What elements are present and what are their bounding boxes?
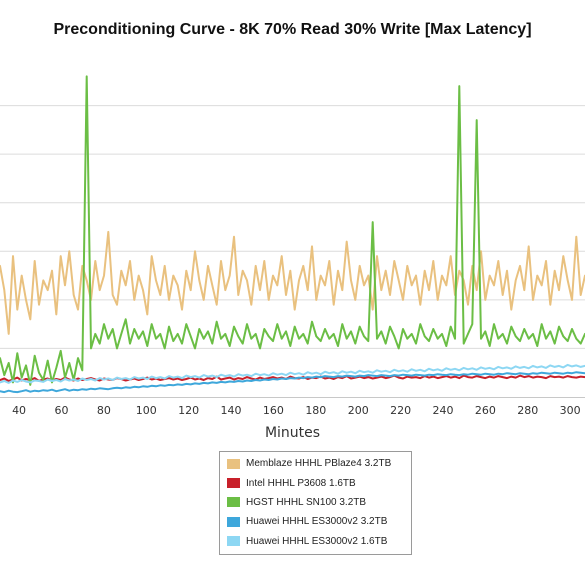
legend-item-2: HGST HHHL SN100 3.2TB	[220, 493, 411, 512]
series-line-2	[0, 75, 585, 386]
series-line-0	[0, 230, 585, 335]
legend-swatch	[227, 536, 240, 547]
x-tick-label: 140	[221, 404, 242, 417]
x-axis: 40 60 80 100 120 140 160 180 200 220 240 260 280 300	[0, 397, 585, 417]
chart-title: Preconditioning Curve - 8K 70% Read 30% …	[53, 21, 532, 38]
legend-label: HGST HHHL SN100 3.2TB	[246, 496, 367, 508]
legend-label: Memblaze HHHL PBlaze4 3.2TB	[246, 458, 392, 470]
legend-swatch	[227, 497, 240, 508]
x-tick-label: 160	[263, 404, 284, 417]
x-tick-label: 120	[178, 404, 199, 417]
x-tick-label: 300	[560, 404, 581, 417]
x-tick-label: 260	[475, 404, 496, 417]
x-tick-label: 100	[136, 404, 157, 417]
series-line-4	[0, 363, 585, 384]
legend-label: Huawei HHHL ES3000v2 1.6TB	[246, 535, 388, 547]
legend-swatch	[227, 478, 240, 489]
legend-swatch	[227, 516, 240, 527]
legend-item-0: Memblaze HHHL PBlaze4 3.2TB	[220, 454, 411, 473]
x-tick-label: 80	[97, 404, 111, 417]
series-line-3	[0, 371, 585, 394]
legend-item-3: Huawei HHHL ES3000v2 3.2TB	[220, 512, 411, 531]
legend-swatch	[227, 458, 240, 469]
x-tick-label: 240	[432, 404, 453, 417]
legend-item-1: Intel HHHL P3608 1.6TB	[220, 473, 411, 492]
x-axis-title: Minutes	[264, 425, 321, 441]
series-lines	[0, 75, 585, 394]
legend: Memblaze HHHL PBlaze4 3.2TB Intel HHHL P3…	[219, 451, 412, 555]
x-tick-label: 60	[54, 404, 68, 417]
x-tick-label: 200	[348, 404, 369, 417]
legend-label: Intel HHHL P3608 1.6TB	[246, 477, 356, 489]
x-tick-label: 220	[390, 404, 411, 417]
x-tick-label: 280	[517, 404, 538, 417]
x-tick-label: 40	[12, 404, 26, 417]
gridlines	[0, 105, 585, 349]
x-tick-label: 180	[305, 404, 326, 417]
legend-label: Huawei HHHL ES3000v2 3.2TB	[246, 516, 388, 528]
legend-item-4: Huawei HHHL ES3000v2 1.6TB	[220, 532, 411, 551]
